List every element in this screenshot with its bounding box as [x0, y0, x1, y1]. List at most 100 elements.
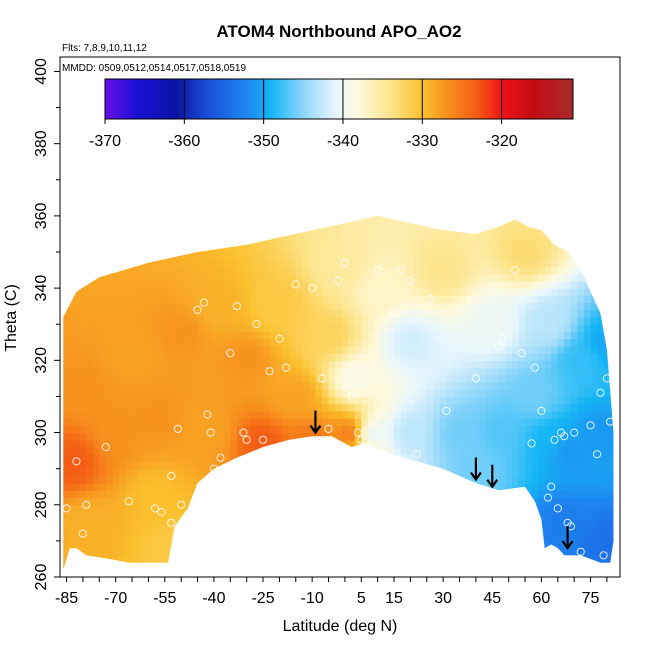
- heatmap-cell: [112, 353, 120, 361]
- heatmap-cell: [511, 223, 520, 231]
- heatmap-cell: [564, 237, 572, 246]
- heatmap-cell: [459, 280, 467, 289]
- heatmap-cell: [263, 230, 271, 239]
- heatmap-cell: [583, 215, 592, 217]
- heatmap-cell: [590, 468, 598, 477]
- heatmap-cell: [295, 497, 303, 506]
- heatmap-cell: [538, 461, 546, 470]
- heatmap-cell: [354, 367, 362, 376]
- heatmap-cell: [479, 439, 487, 448]
- heatmap-cell: [105, 432, 113, 441]
- heatmap-cell: [236, 266, 244, 275]
- heatmap-cell: [151, 215, 159, 217]
- heatmap-cell: [531, 569, 539, 570]
- heatmap-cell: [583, 273, 592, 282]
- heatmap-cell: [276, 345, 284, 354]
- heatmap-cell: [177, 345, 186, 354]
- heatmap-cell: [132, 230, 140, 239]
- heatmap-cell: [79, 497, 87, 506]
- heatmap-cell: [577, 447, 585, 455]
- heatmap-cell: [400, 302, 408, 311]
- heatmap-cell: [92, 519, 100, 528]
- heatmap-cell: [125, 483, 133, 491]
- heatmap-cell: [466, 562, 474, 570]
- heatmap-cell: [302, 447, 310, 455]
- heatmap-cell: [249, 324, 258, 333]
- heatmap-cell: [570, 468, 579, 477]
- heatmap-cell: [263, 389, 271, 398]
- heatmap-cell: [328, 418, 336, 426]
- heatmap-cell: [73, 497, 81, 506]
- heatmap-cell: [204, 360, 212, 369]
- heatmap-cell: [151, 410, 159, 419]
- heatmap-cell: [328, 317, 336, 325]
- heatmap-cell: [518, 360, 526, 369]
- heatmap-cell: [479, 382, 487, 390]
- heatmap-cell: [190, 309, 199, 318]
- heatmap-cell: [485, 461, 493, 470]
- x-tick-label: -10: [301, 590, 324, 607]
- heatmap-cell: [518, 252, 526, 260]
- heatmap-cell: [256, 295, 264, 304]
- heatmap-cell: [557, 497, 565, 506]
- heatmap-cell: [66, 461, 74, 470]
- heatmap-cell: [177, 259, 186, 268]
- heatmap-cell: [452, 360, 461, 369]
- heatmap-cell: [544, 526, 552, 535]
- heatmap-cell: [171, 360, 179, 369]
- heatmap-cell: [66, 418, 74, 426]
- heatmap-cell: [308, 461, 317, 470]
- heatmap-cell: [184, 403, 192, 412]
- heatmap-cell: [276, 439, 284, 448]
- heatmap-cell: [92, 360, 100, 369]
- heatmap-cell: [525, 273, 533, 282]
- heatmap-cell: [354, 483, 362, 491]
- heatmap-cell: [492, 360, 500, 369]
- heatmap-cell: [158, 367, 166, 376]
- heatmap-cell: [538, 490, 546, 499]
- heatmap-cell: [73, 273, 81, 282]
- heatmap-cell: [610, 526, 614, 535]
- heatmap-cell: [158, 432, 166, 441]
- heatmap-cell: [452, 374, 461, 383]
- heatmap-cell: [99, 540, 107, 549]
- heatmap-cell: [380, 389, 389, 398]
- heatmap-cell: [289, 533, 297, 542]
- heatmap-cell: [236, 454, 244, 463]
- heatmap-cell: [531, 273, 539, 282]
- heatmap-cell: [249, 396, 258, 405]
- heatmap-cell: [590, 475, 598, 484]
- heatmap-cell: [138, 562, 146, 570]
- heatmap-cell: [256, 382, 264, 390]
- heatmap-cell: [439, 512, 448, 520]
- heatmap-cell: [452, 497, 461, 506]
- heatmap-cell: [341, 266, 349, 275]
- heatmap-cell: [335, 497, 343, 506]
- heatmap-cell: [197, 244, 205, 253]
- heatmap-cell: [164, 259, 172, 268]
- heatmap-cell: [217, 259, 225, 268]
- heatmap-cell: [295, 439, 303, 448]
- heatmap-cell: [413, 230, 421, 239]
- heatmap-cell: [328, 360, 336, 369]
- heatmap-cell: [263, 309, 271, 318]
- heatmap-cell: [335, 432, 343, 441]
- heatmap-cell: [466, 555, 474, 564]
- heatmap-cell: [610, 403, 614, 412]
- heatmap-cell: [446, 562, 454, 570]
- heatmap-cell: [282, 533, 290, 542]
- heatmap-cell: [86, 389, 94, 398]
- heatmap-cell: [132, 302, 140, 311]
- heatmap-cell: [452, 223, 461, 231]
- heatmap-cell: [374, 526, 382, 535]
- heatmap-cell: [230, 475, 238, 484]
- heatmap-cell: [597, 389, 605, 398]
- heatmap-cell: [243, 425, 251, 434]
- heatmap-cell: [184, 396, 192, 405]
- heatmap-cell: [459, 475, 467, 484]
- sample-point: [317, 374, 327, 383]
- heatmap-cell: [92, 338, 100, 347]
- heatmap-cell: [315, 237, 323, 246]
- heatmap-cell: [374, 295, 382, 304]
- heatmap-cell: [289, 353, 297, 361]
